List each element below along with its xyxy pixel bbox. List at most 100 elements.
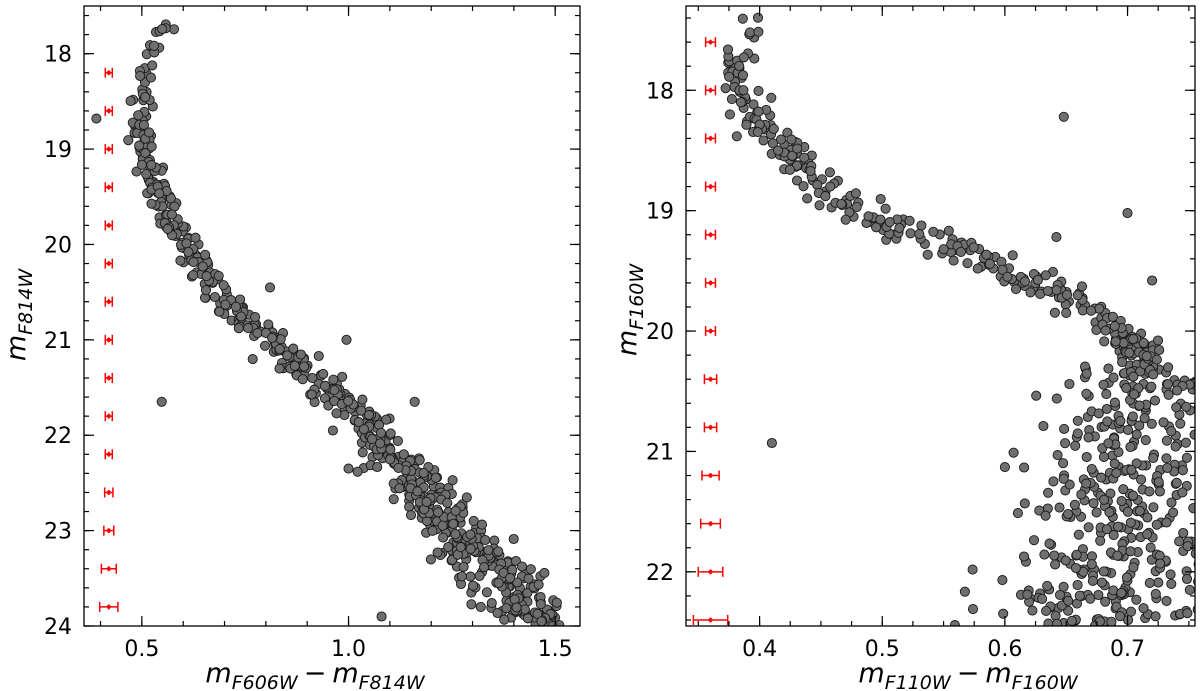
data-point bbox=[1177, 487, 1188, 498]
data-point bbox=[1162, 379, 1173, 390]
data-point bbox=[959, 586, 970, 597]
y-tick-label: 18 bbox=[44, 43, 72, 68]
error-bar bbox=[104, 144, 114, 155]
data-point bbox=[295, 349, 306, 360]
data-point bbox=[1188, 503, 1195, 514]
data-point bbox=[1113, 521, 1124, 532]
y-tick-label: 19 bbox=[44, 138, 72, 163]
data-point bbox=[1038, 420, 1049, 432]
left-y-axis-label: mF814W bbox=[1, 268, 37, 362]
data-point bbox=[984, 258, 995, 269]
outlier-point bbox=[475, 601, 486, 612]
data-point bbox=[1151, 519, 1162, 530]
data-point bbox=[1139, 413, 1150, 424]
right-plot-frame bbox=[685, 5, 1196, 627]
error-bar bbox=[701, 470, 720, 481]
data-point bbox=[1100, 596, 1111, 607]
data-point bbox=[737, 13, 748, 24]
data-point bbox=[501, 603, 512, 614]
y-tick-label: 22 bbox=[646, 561, 674, 586]
data-point bbox=[724, 109, 735, 120]
y-tick-label: 18 bbox=[646, 79, 674, 104]
data-point bbox=[190, 232, 201, 243]
data-point bbox=[1171, 477, 1182, 488]
error-bar bbox=[704, 181, 717, 192]
data-point bbox=[1148, 502, 1159, 513]
data-point bbox=[786, 134, 797, 145]
data-point bbox=[1145, 542, 1156, 553]
data-point bbox=[230, 301, 241, 312]
data-point bbox=[247, 354, 258, 365]
data-point bbox=[871, 222, 882, 233]
outlier-point bbox=[156, 396, 167, 407]
data-point bbox=[1064, 378, 1075, 390]
data-point bbox=[1161, 595, 1172, 606]
data-point bbox=[1040, 270, 1051, 281]
data-point bbox=[146, 160, 157, 171]
left-error-bars bbox=[98, 67, 119, 612]
data-point bbox=[1121, 572, 1132, 583]
data-point bbox=[1010, 284, 1022, 295]
data-point bbox=[480, 534, 491, 546]
data-point bbox=[1117, 357, 1128, 368]
data-point bbox=[1076, 281, 1088, 292]
data-point bbox=[1060, 555, 1071, 566]
data-point bbox=[1002, 271, 1013, 282]
data-point bbox=[1154, 344, 1165, 356]
data-point bbox=[955, 246, 966, 257]
data-point bbox=[1101, 389, 1112, 400]
data-point bbox=[493, 577, 504, 588]
data-point bbox=[1126, 464, 1137, 476]
right-y-axis-label: mF160W bbox=[612, 263, 648, 357]
data-point bbox=[1037, 593, 1048, 604]
data-point bbox=[1166, 426, 1177, 437]
data-point bbox=[486, 598, 497, 609]
data-point bbox=[928, 226, 939, 237]
y-tick-label: 20 bbox=[44, 233, 72, 258]
data-point bbox=[1050, 559, 1061, 570]
error-bar bbox=[704, 229, 717, 240]
data-point bbox=[1052, 450, 1063, 461]
data-point bbox=[1182, 608, 1193, 619]
data-point bbox=[735, 97, 746, 108]
data-point bbox=[753, 26, 764, 37]
data-point bbox=[875, 214, 886, 225]
data-point bbox=[533, 579, 544, 590]
data-point bbox=[820, 191, 831, 202]
data-point bbox=[968, 242, 979, 253]
data-point bbox=[147, 60, 158, 71]
data-point bbox=[1042, 285, 1053, 297]
data-point bbox=[1086, 463, 1097, 475]
x-tick-label: 0.6 bbox=[987, 637, 1022, 662]
data-point bbox=[1063, 508, 1074, 520]
data-point bbox=[1140, 435, 1151, 446]
data-point bbox=[133, 110, 144, 121]
data-point bbox=[328, 374, 339, 385]
data-point bbox=[282, 350, 293, 361]
data-point bbox=[438, 532, 449, 543]
data-point bbox=[450, 505, 461, 516]
data-point bbox=[367, 434, 378, 445]
data-point bbox=[148, 40, 160, 51]
data-point bbox=[1098, 379, 1109, 390]
data-point bbox=[181, 238, 192, 249]
data-point bbox=[427, 525, 438, 536]
right-tick-labels: 0.4 0.5 0.6 0.7 18 19 20 21 22 bbox=[646, 79, 1145, 662]
outlier-point bbox=[1147, 275, 1158, 286]
data-point bbox=[551, 597, 562, 608]
data-point bbox=[1174, 536, 1185, 547]
y-tick-label: 21 bbox=[646, 440, 674, 465]
data-point bbox=[1115, 415, 1126, 426]
left-plot-frame bbox=[83, 5, 581, 627]
data-point bbox=[299, 361, 310, 372]
data-point bbox=[1019, 462, 1030, 473]
data-point bbox=[863, 211, 874, 222]
data-point bbox=[297, 374, 308, 385]
data-point bbox=[1022, 589, 1033, 600]
data-point bbox=[1032, 274, 1043, 286]
data-point bbox=[1044, 538, 1055, 549]
data-point bbox=[1150, 611, 1161, 622]
data-point bbox=[1112, 550, 1123, 561]
data-point bbox=[967, 564, 978, 575]
